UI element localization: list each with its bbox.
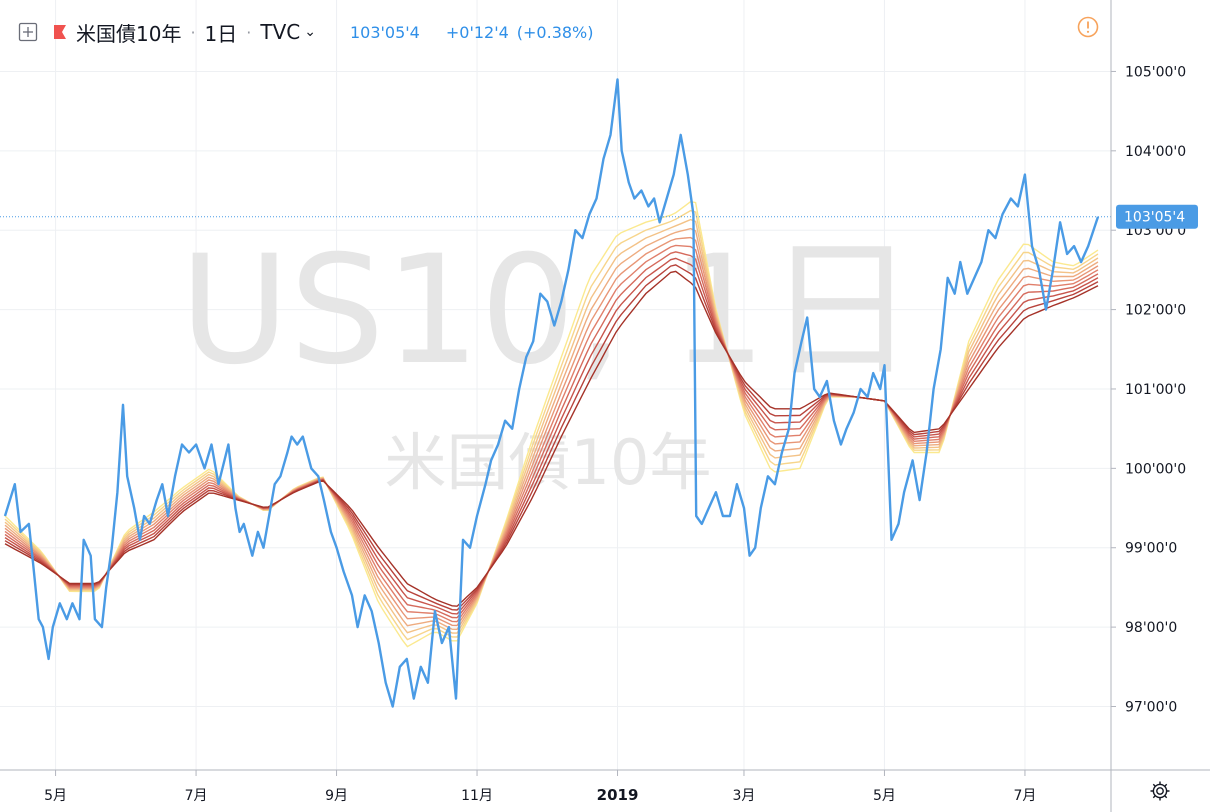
y-tick-label: 105'00'0: [1125, 64, 1186, 80]
warning-circle-icon[interactable]: [1077, 16, 1099, 38]
ribbon-line-2: [4, 264, 1099, 611]
price-change: +0'12'4: [445, 22, 509, 42]
ribbon-line-4: [4, 251, 1099, 619]
ribbon-line-7: [4, 227, 1099, 631]
exchange-label[interactable]: TVC: [260, 20, 301, 44]
price-change-percent: (+0.38%): [516, 22, 594, 42]
y-tick-label: 101'00'0: [1125, 382, 1186, 398]
x-tick-label: 9月: [325, 788, 348, 804]
ribbon-line-3: [4, 257, 1099, 615]
x-tick-label: 3月: [733, 788, 756, 804]
header-separator: ·: [190, 22, 196, 42]
watermark: US10, 1日 米国債10年: [180, 224, 917, 499]
x-tick-label: 5月: [44, 788, 67, 804]
x-tick-label: 5月: [873, 788, 896, 804]
gear-icon[interactable]: [1148, 779, 1172, 803]
ribbon-line-1: [4, 270, 1099, 607]
price-series-line[interactable]: [3, 78, 1100, 708]
header-separator: ·: [246, 22, 252, 42]
ribbon-group: [4, 200, 1099, 648]
interval-label[interactable]: 1日: [204, 21, 238, 46]
y-tick-label: 97'00'0: [1125, 699, 1177, 715]
x-axis-ticks[interactable]: 5月 7月 9月 11月 2019 3月 5月 7月: [44, 770, 1036, 804]
chevron-down-icon[interactable]: ⌄: [304, 24, 316, 40]
x-tick-label: 7月: [185, 788, 208, 804]
ribbon-line-5: [4, 244, 1099, 623]
x-tick-label: 2019: [597, 786, 639, 804]
y-tick-label: 98'00'0: [1125, 620, 1177, 636]
watermark-name: 米国債10年: [385, 426, 712, 499]
ribbon-line-9: [4, 209, 1099, 641]
last-price: 103'05'4: [349, 22, 420, 42]
plus-square-icon[interactable]: [18, 22, 38, 42]
y-tick-label: 99'00'0: [1125, 541, 1177, 557]
y-tick-label: 102'00'0: [1125, 303, 1186, 319]
chart-header: 米国債10年 · 1日 · TVC ⌄ 103'05'4 +0'12'4 (+0…: [18, 14, 594, 50]
flag-icon[interactable]: [52, 24, 68, 40]
price-series-group: [3, 78, 1100, 708]
ribbon-line-10: [4, 200, 1099, 648]
x-tick-label: 11月: [461, 788, 493, 804]
ribbon-line-6: [4, 236, 1099, 627]
watermark-symbol: US10, 1日: [180, 224, 917, 398]
y-axis-ticks[interactable]: 97'00'0 98'00'0 99'00'0 100'00'0 101'00'0 102…: [1111, 64, 1186, 715]
y-tick-label: 104'00'0: [1125, 144, 1186, 160]
x-tick-label: 7月: [1013, 788, 1036, 804]
symbol-title[interactable]: 米国債10年: [76, 21, 182, 46]
last-price-tag-text: 103'05'4: [1124, 210, 1185, 226]
y-tick-label: 100'00'0: [1125, 461, 1186, 477]
last-price-tag: 103'05'4: [1116, 204, 1198, 229]
last-price-tag-bg: [1116, 204, 1198, 229]
ribbon-line-8: [4, 218, 1099, 634]
